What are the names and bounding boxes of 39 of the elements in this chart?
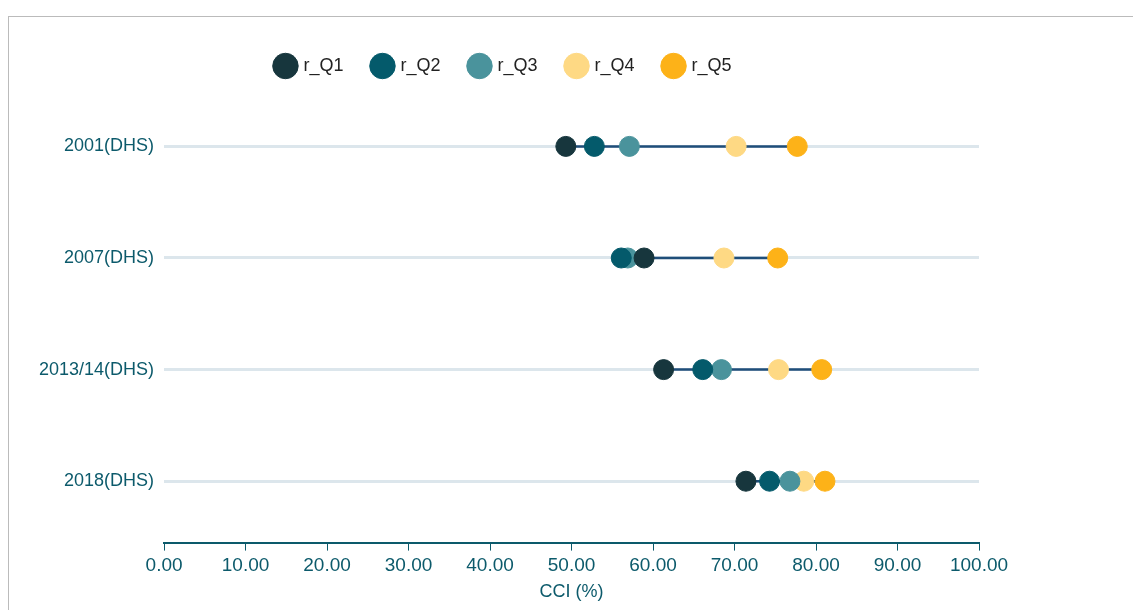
x-axis-title: CCI (%) xyxy=(539,581,604,602)
legend-label: r_Q3 xyxy=(497,54,538,76)
y-tick-label: 2001(DHS) xyxy=(64,135,155,156)
x-tick-label: 100.00 xyxy=(949,554,1009,576)
point xyxy=(786,135,808,157)
point xyxy=(767,247,789,269)
point xyxy=(779,470,801,492)
x-tick-label: 60.00 xyxy=(629,554,677,576)
x-tick-label: 30.00 xyxy=(384,554,433,576)
point xyxy=(811,359,833,381)
legend-label: r_Q1 xyxy=(303,54,344,76)
point xyxy=(768,359,790,381)
x-tick-label: 50.00 xyxy=(547,554,596,576)
legend-label: r_Q5 xyxy=(691,54,732,76)
point xyxy=(653,359,675,381)
point xyxy=(759,470,781,492)
x-tick-label: 90.00 xyxy=(873,554,922,576)
point xyxy=(725,135,747,157)
y-tick-label: 2007(DHS) xyxy=(64,246,155,267)
point xyxy=(814,470,836,492)
x-tick-label: 70.00 xyxy=(710,554,759,576)
y-tick-label: 2013/14(DHS) xyxy=(39,358,155,379)
point xyxy=(735,470,757,492)
point xyxy=(583,135,605,157)
point xyxy=(633,247,655,269)
x-tick-label: 10.00 xyxy=(221,554,270,576)
point xyxy=(555,135,577,157)
point xyxy=(692,359,714,381)
point xyxy=(610,247,632,269)
x-tick-label: 40.00 xyxy=(466,554,514,576)
y-tick-label: 2018(DHS) xyxy=(64,470,155,491)
legend-label: r_Q4 xyxy=(594,54,635,76)
x-tick-label: 80.00 xyxy=(792,554,840,576)
x-tick-label: 20.00 xyxy=(303,554,351,576)
point xyxy=(713,247,735,269)
legend-label: r_Q2 xyxy=(400,54,441,76)
point xyxy=(710,359,732,381)
x-tick-label: 0.00 xyxy=(145,554,183,576)
point xyxy=(618,135,640,157)
